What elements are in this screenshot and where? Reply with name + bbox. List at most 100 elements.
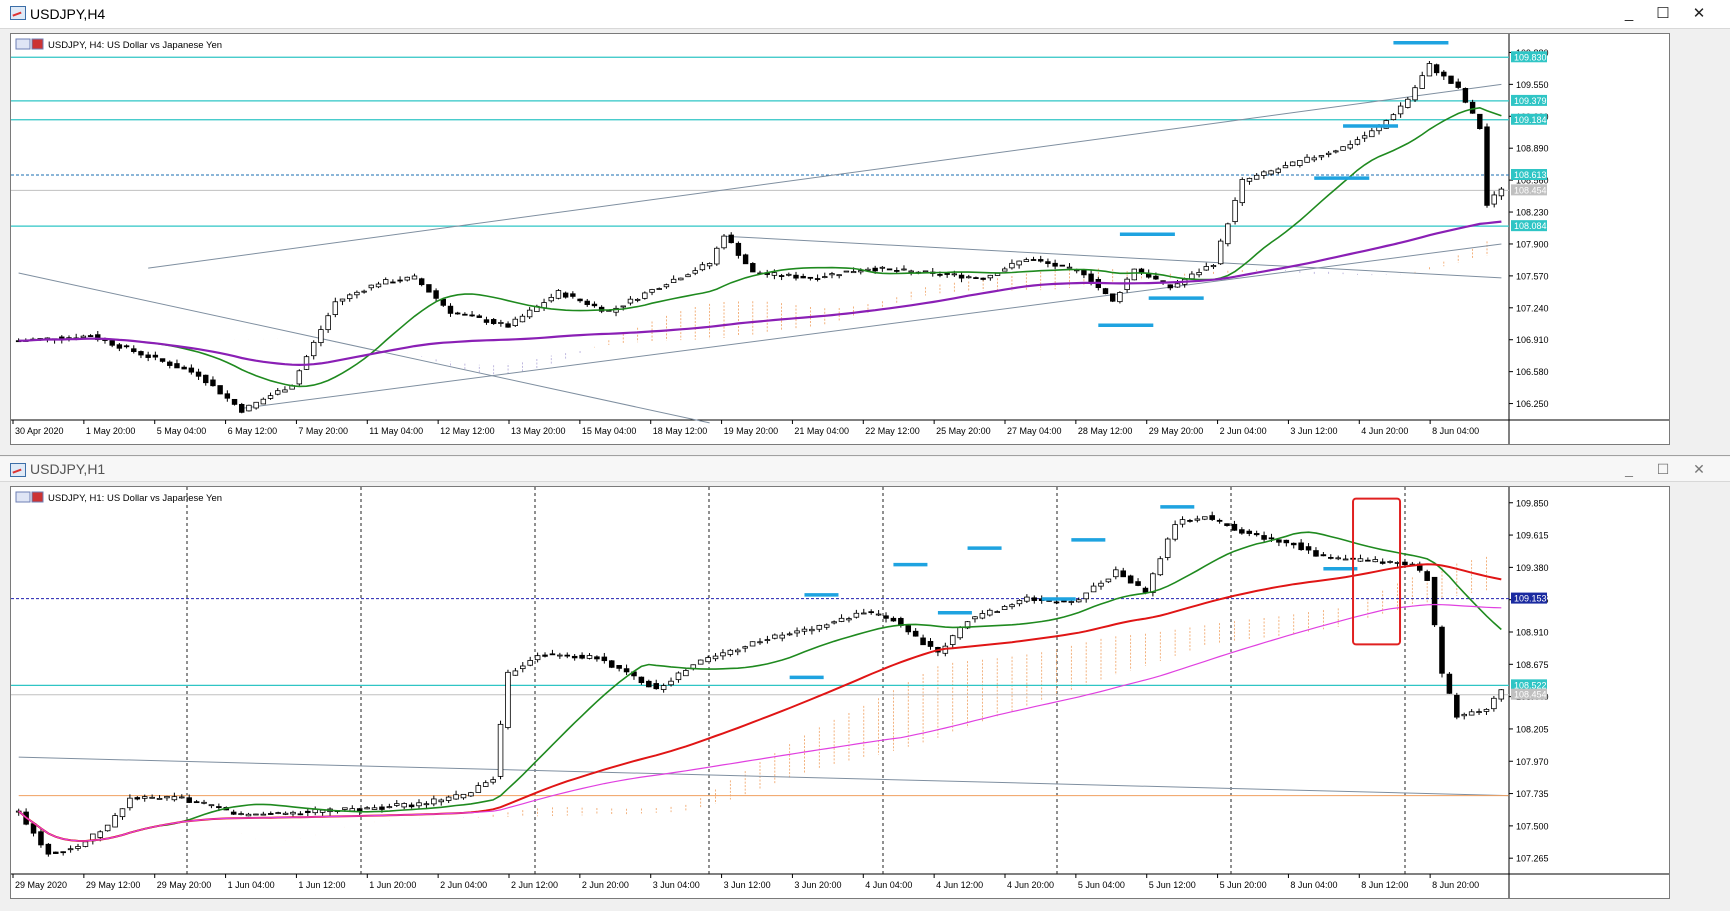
candle-body [594, 656, 600, 660]
time-tick-label: 5 May 04:00 [157, 426, 207, 436]
ma-green-line [18, 531, 1502, 842]
time-tick-label: 18 May 12:00 [653, 426, 708, 436]
candle-body [354, 291, 360, 296]
candle-body [742, 254, 749, 265]
candle-body [1426, 63, 1433, 77]
price-tick-label: 108.560 [1516, 176, 1549, 186]
candle-body [683, 670, 689, 677]
candle-body [858, 270, 864, 273]
candle-body [131, 348, 137, 353]
price-badge-label: 108.613 [1514, 170, 1547, 180]
candle-body [1357, 558, 1364, 562]
maximize-button[interactable]: ☐ [1656, 461, 1670, 477]
candle-body [1030, 259, 1037, 261]
candle-body [749, 641, 756, 647]
h1-chart-window[interactable]: USDJPY,H1 _ ☐ ✕ USDJPY, H1: US Dollar vs… [0, 457, 1730, 911]
candle-body [1167, 284, 1173, 289]
candle-body [305, 810, 311, 813]
candle-body [809, 628, 815, 632]
h4-chart-svg[interactable]: USDJPY, H4: US Dollar vs Japanese Yen 109… [11, 34, 1669, 444]
candle-body [476, 315, 482, 318]
minimize-button[interactable]: _ [1624, 5, 1634, 22]
candle-body [1187, 520, 1193, 522]
candle-body [1282, 165, 1289, 169]
candle-body [964, 621, 971, 629]
candle-body [957, 626, 963, 639]
candle-body [404, 276, 410, 281]
candle-body [112, 815, 118, 828]
price-tick-label: 108.675 [1516, 660, 1549, 670]
candle-body [1024, 596, 1030, 602]
candle-body [868, 611, 874, 614]
candle-body [646, 680, 652, 688]
candle-body [1276, 539, 1282, 543]
candle-body [922, 270, 929, 273]
time-tick-label: 12 May 12:00 [440, 426, 495, 436]
candle-body [390, 281, 396, 284]
candle-body [1105, 578, 1112, 583]
candle-body [1038, 259, 1044, 262]
close-button[interactable]: ✕ [1693, 461, 1705, 477]
candle-body [1210, 265, 1217, 268]
h4-titlebar[interactable]: USDJPY,H4 _ ☐ ✕ [0, 0, 1730, 29]
candle-body [426, 284, 432, 293]
candle-body [411, 275, 418, 280]
candle-body [260, 398, 267, 405]
candle-body [156, 798, 163, 800]
candle-body [668, 680, 674, 686]
candle-body [1098, 582, 1104, 587]
candle-body [705, 657, 711, 663]
candle-body [1320, 554, 1327, 557]
candle-body [1225, 223, 1231, 245]
time-tick-label: 30 Apr 2020 [15, 426, 64, 436]
candle-body [620, 305, 626, 308]
price-badge-label: 109.184 [1514, 115, 1547, 125]
h1-titlebar[interactable]: USDJPY,H1 _ ☐ ✕ [0, 457, 1730, 482]
candle-body [224, 393, 231, 399]
candle-body [557, 654, 563, 657]
h4-chart-window[interactable]: USDJPY,H4 _ ☐ ✕ USDJPY, H4: US Dollar vs… [0, 0, 1730, 456]
candle-body [562, 292, 569, 298]
candle-body [339, 298, 346, 302]
minimize-button[interactable]: _ [1625, 461, 1633, 477]
candle-body [361, 290, 367, 293]
symbol-flag-icon [31, 38, 44, 50]
h4-plot-area[interactable]: USDJPY, H4: US Dollar vs Japanese Yen 109… [10, 33, 1670, 445]
price-badge [1511, 51, 1547, 63]
candle-body [217, 385, 223, 395]
candle-body [368, 284, 375, 289]
candles [15, 61, 1505, 414]
h1-plot-area[interactable]: USDJPY, H1: US Dollar vs Japanese Yen 109… [10, 486, 1670, 899]
candle-body [951, 273, 958, 276]
ichimoku-cloud [463, 556, 1487, 818]
candle-body [843, 270, 850, 273]
candle-body [886, 268, 893, 271]
candle-body [397, 279, 403, 282]
candle-body [1174, 283, 1181, 288]
symbol-flag-icon [31, 491, 44, 503]
candle-body [714, 247, 720, 265]
candle-body [872, 267, 878, 272]
time-tick-label: 3 Jun 04:00 [653, 880, 700, 890]
candle-body [382, 279, 389, 285]
candle-body [138, 351, 144, 356]
candle-body [1061, 600, 1067, 603]
candle-body [282, 389, 288, 393]
candle-body [1142, 587, 1149, 593]
candle-body [1261, 171, 1267, 176]
time-tick-label: 28 May 12:00 [1078, 426, 1133, 436]
candle-body [742, 646, 748, 649]
candle-body [1009, 604, 1015, 608]
candle-body [82, 841, 89, 847]
candle-body [1232, 199, 1238, 223]
candle-body [656, 288, 662, 290]
candle-body [1419, 75, 1425, 89]
maximize-button[interactable]: ☐ [1656, 5, 1670, 22]
candle-body [1131, 268, 1138, 281]
h1-chart-svg[interactable]: USDJPY, H1: US Dollar vs Japanese Yen 109… [11, 487, 1669, 898]
candle-body [1002, 268, 1008, 272]
candle-body [297, 813, 304, 816]
symbol-icon [15, 491, 31, 503]
close-button[interactable]: ✕ [1692, 5, 1706, 22]
candle-body [445, 796, 452, 801]
